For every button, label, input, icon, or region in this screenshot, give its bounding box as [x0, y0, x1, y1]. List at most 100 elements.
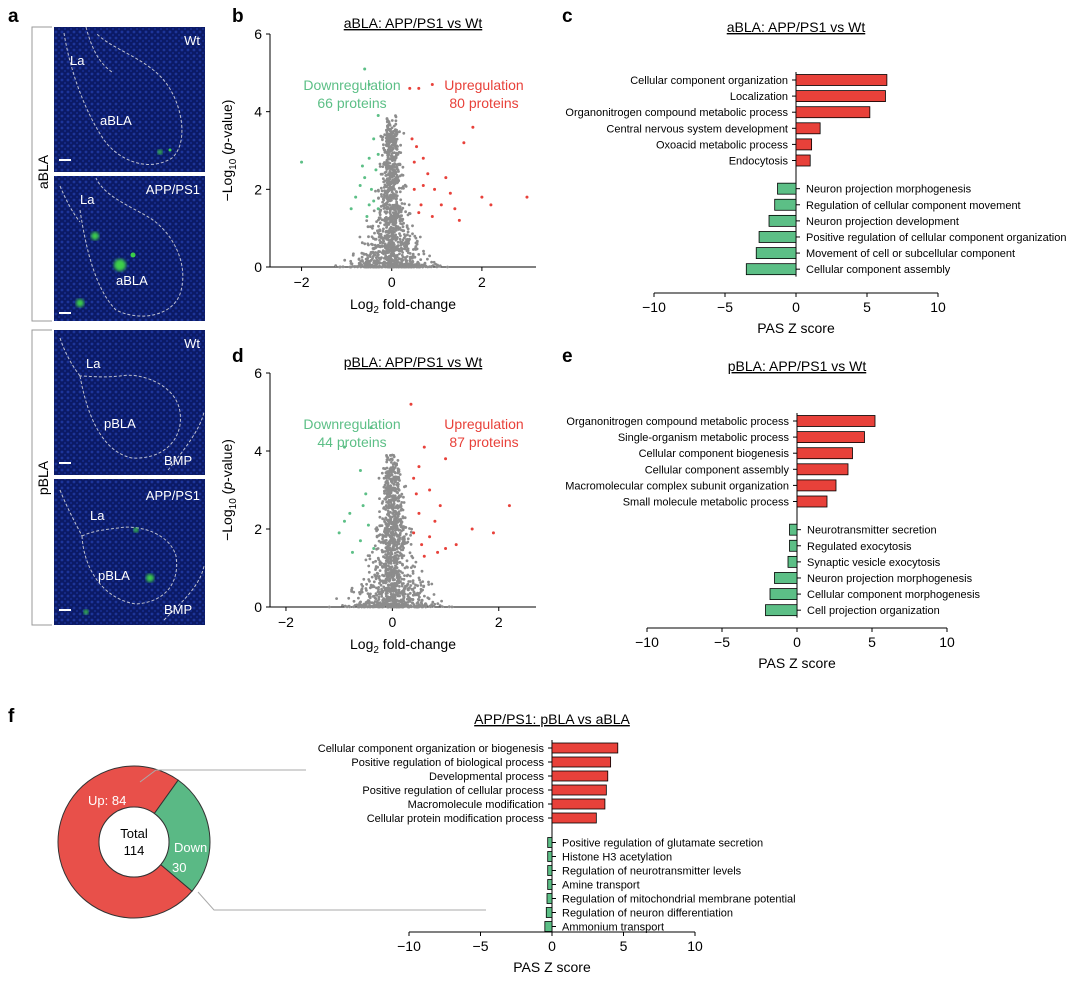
bar-down [755, 247, 797, 259]
grey-point [368, 604, 372, 607]
grey-point [387, 135, 391, 139]
grey-point [376, 261, 379, 264]
grey-point [393, 466, 397, 469]
grey-point [372, 209, 376, 213]
grey-point [413, 586, 417, 589]
y-tick-label: 2 [254, 521, 262, 537]
grey-point [376, 245, 380, 248]
grey-point [380, 471, 384, 475]
category-label: Cellular component assembly [806, 264, 951, 276]
grey-point [385, 161, 388, 165]
grey-point [407, 597, 411, 601]
x-tick-label: −2 [294, 274, 310, 290]
grey-point [424, 265, 428, 269]
grey-point [350, 586, 354, 590]
grey-point [381, 598, 384, 602]
y-tick-label: 0 [254, 599, 262, 615]
grey-point [386, 178, 389, 182]
bar-up [551, 756, 612, 768]
grey-point [385, 195, 389, 199]
bar-down [774, 572, 798, 584]
grey-point [377, 224, 380, 228]
grey-point [397, 495, 400, 499]
grey-point [402, 229, 406, 233]
grey-point [384, 486, 388, 490]
up-point [421, 183, 425, 187]
up-point [430, 82, 434, 86]
region-label-abla: aBLA [100, 113, 132, 128]
up-point [438, 504, 442, 508]
up-point [433, 519, 437, 523]
grey-point [378, 213, 382, 217]
grey-point [343, 258, 347, 262]
grey-point [384, 562, 388, 565]
grey-point [386, 246, 390, 250]
down-point [300, 160, 304, 164]
grey-point [378, 510, 381, 513]
grey-point [392, 477, 396, 481]
grey-point [422, 584, 426, 588]
grey-point [389, 554, 392, 557]
grey-point [411, 601, 414, 605]
grey-point [378, 560, 382, 564]
grey-point [390, 190, 394, 194]
grey-point [379, 186, 383, 190]
grey-point [398, 533, 402, 537]
grey-point [393, 595, 397, 599]
grey-point [378, 497, 381, 500]
grey-point [407, 605, 411, 609]
bar-up [795, 90, 886, 102]
grey-point [417, 605, 421, 609]
grey-point [417, 598, 420, 601]
grey-point [402, 236, 406, 240]
grey-point [407, 580, 411, 583]
grey-point [362, 602, 366, 606]
up-point [444, 547, 448, 550]
grey-point [408, 252, 412, 255]
grey-point [382, 143, 385, 147]
grey-point [377, 586, 380, 589]
grey-point [389, 517, 393, 520]
grey-point [381, 517, 384, 521]
grey-point [388, 579, 391, 583]
grey-point [394, 204, 398, 208]
micrograph-pbla-app-ps1: APP/PS1 La pBLA BMP [54, 479, 205, 625]
grey-point [391, 600, 395, 603]
grey-point [423, 261, 427, 265]
category-label: Cellular component assembly [645, 464, 790, 476]
grey-point [381, 165, 385, 169]
grey-point [387, 173, 390, 177]
panel-letter-f: f [8, 706, 15, 727]
grey-point [408, 527, 411, 530]
grey-point [362, 577, 366, 581]
grey-point [395, 166, 399, 170]
grey-point [402, 599, 406, 603]
category-label: Cellular component biogenesis [639, 448, 790, 460]
grey-point [392, 163, 396, 167]
grey-point [399, 143, 402, 147]
grey-point [416, 591, 419, 595]
grey-point [386, 124, 389, 128]
grey-point [419, 587, 423, 591]
grey-point [380, 590, 383, 593]
chart-title: aBLA: APP/PS1 vs Wt [344, 15, 483, 31]
grey-point [401, 225, 405, 229]
grey-point [386, 509, 390, 512]
grey-point [414, 241, 418, 245]
grey-point [384, 211, 388, 215]
chart-title: aBLA: APP/PS1 vs Wt [727, 19, 866, 35]
down-point [369, 187, 373, 191]
bar-up [795, 138, 813, 151]
grey-point [383, 527, 387, 530]
grey-point [357, 605, 361, 609]
up-count: 87 proteins [449, 434, 518, 450]
grey-point [395, 147, 399, 151]
grey-point [420, 599, 424, 602]
up-point [430, 215, 434, 219]
grey-point [394, 228, 397, 231]
grey-point [377, 598, 381, 601]
grey-point [349, 262, 353, 265]
grey-point [401, 247, 404, 251]
grey-point [393, 532, 397, 536]
grey-point [365, 254, 369, 257]
